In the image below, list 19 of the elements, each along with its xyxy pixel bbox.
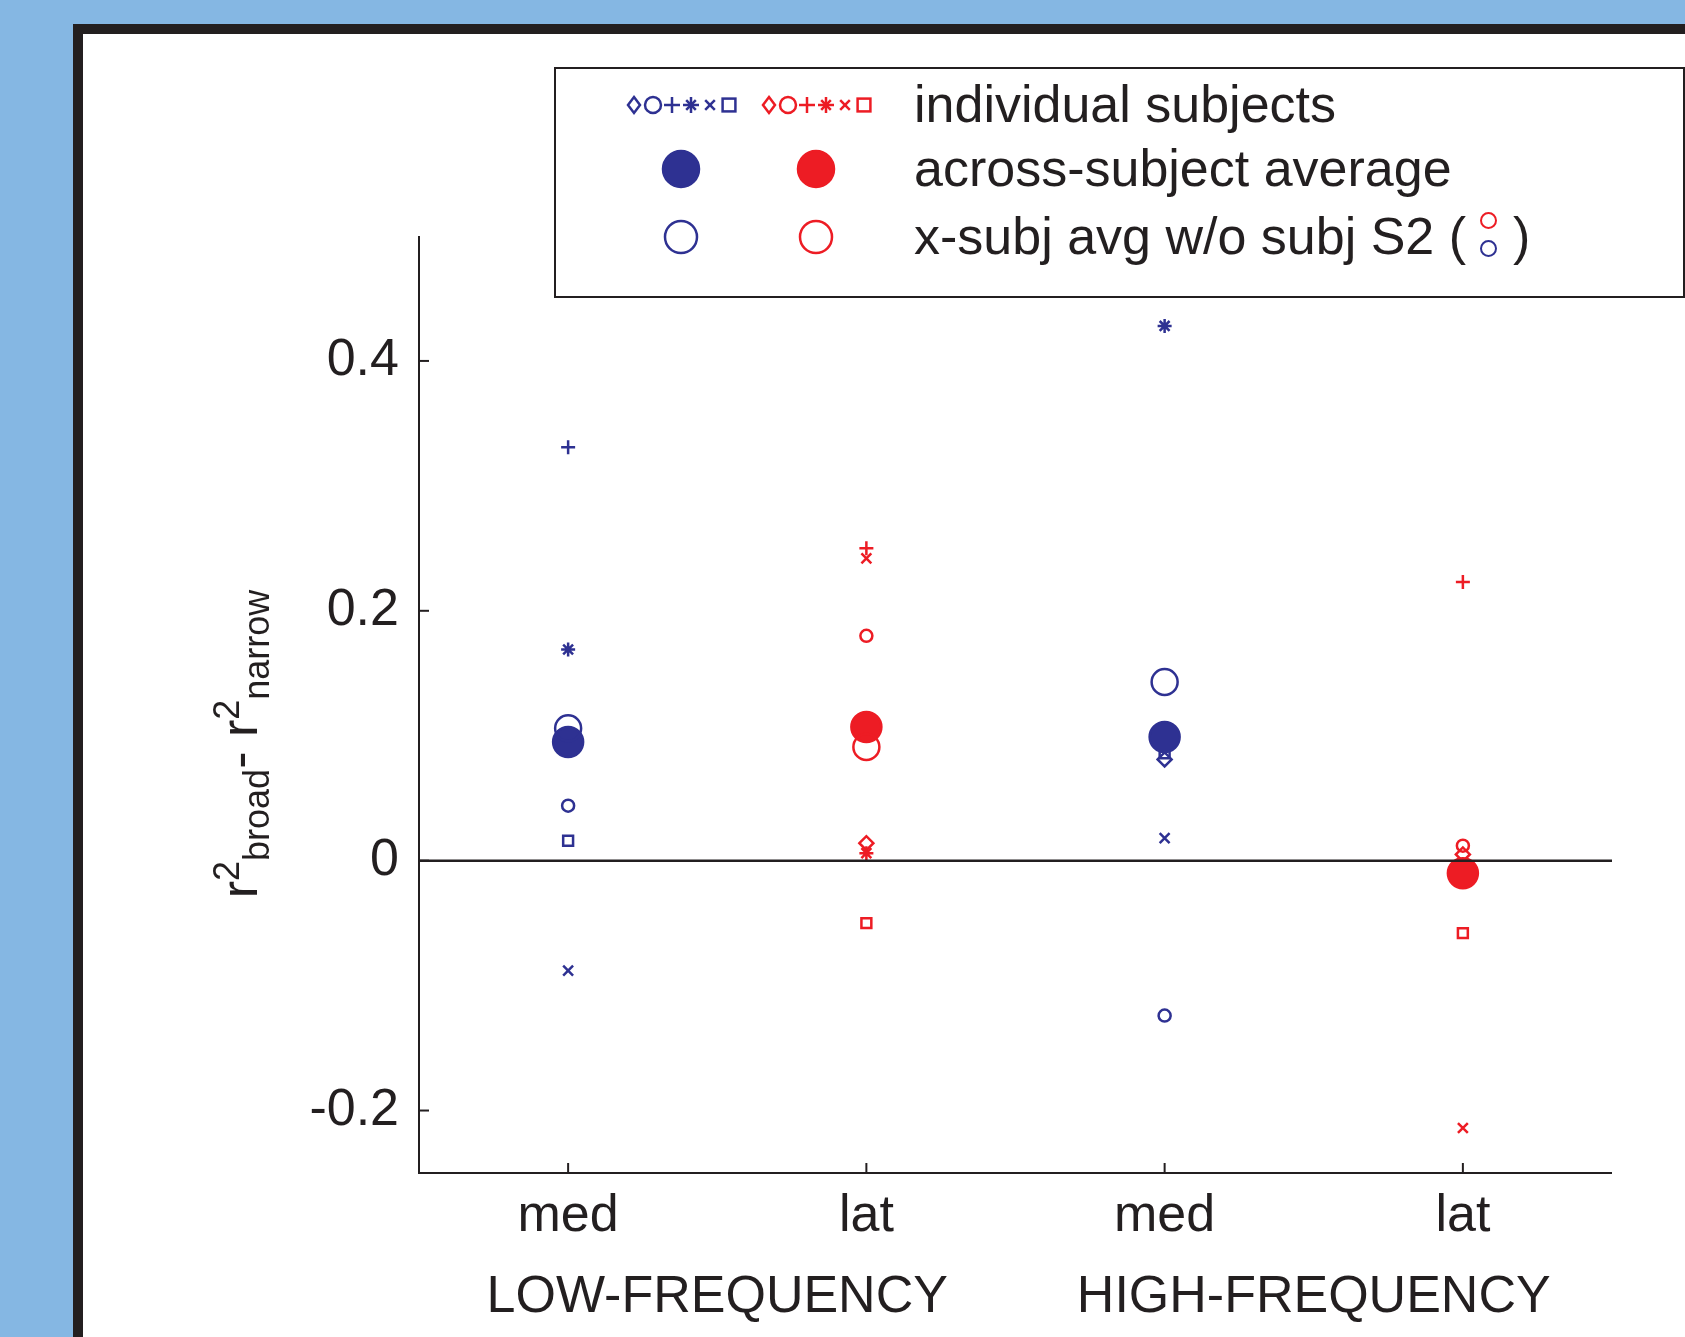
point bbox=[1156, 317, 1173, 335]
legend-label: across-subject average bbox=[914, 139, 1452, 197]
y-tick-label: -0.2 bbox=[309, 1077, 399, 1136]
x-tick-label: lat bbox=[1435, 1183, 1491, 1242]
legend-label: individual subjects bbox=[914, 75, 1337, 133]
x-tick-label: lat bbox=[838, 1183, 895, 1242]
y-tick-label: 0.2 bbox=[326, 578, 399, 637]
x-tick-label: med bbox=[1114, 1183, 1216, 1242]
point bbox=[559, 641, 577, 658]
point bbox=[1454, 573, 1472, 591]
y-tick-label: 0 bbox=[370, 828, 399, 887]
point bbox=[858, 540, 875, 557]
text: HIGH-FREQUENCY bbox=[1076, 1265, 1551, 1324]
point bbox=[858, 834, 875, 852]
y-tick-label: 0.4 bbox=[326, 328, 399, 387]
x-tick-label: med bbox=[517, 1183, 619, 1242]
legend-label: x-subj avg w/o subj S2 ( ) bbox=[914, 207, 1531, 265]
text: LOW-FREQUENCY bbox=[486, 1265, 948, 1324]
point bbox=[1150, 667, 1179, 697]
